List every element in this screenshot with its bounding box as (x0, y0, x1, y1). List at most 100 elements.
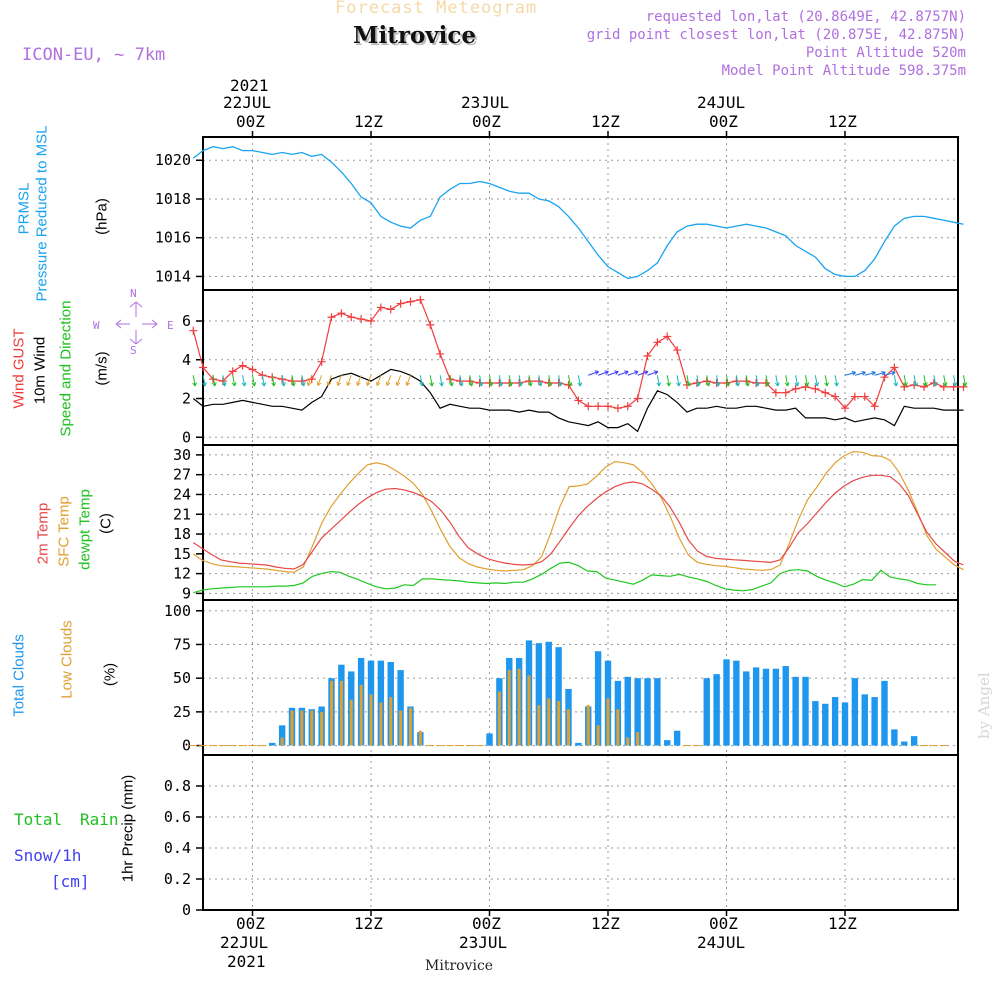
low-cloud-bar (399, 710, 403, 746)
wind-arrow (307, 375, 313, 386)
location-title: Mitrovice (353, 22, 477, 49)
wind-arrow (459, 375, 463, 387)
wind-line (192, 368, 964, 433)
gust-point (436, 349, 445, 358)
wind-arrow (568, 375, 571, 387)
wind-arrow-head (508, 382, 513, 387)
wind-arrow-head (366, 381, 371, 386)
ytick-label-p4-2: 25 (173, 703, 191, 721)
top-date-3: 24JUL (697, 93, 746, 112)
gust-point (870, 402, 879, 411)
low-cloud-bar (310, 710, 314, 746)
compass-icon (115, 301, 158, 345)
point-altitude: Point Altitude 520m (805, 45, 966, 61)
wind-arrow-head (271, 382, 276, 387)
requested-coords: requested lon,lat (20.8649E, 42.8757N) (645, 9, 966, 25)
ytick-label-p5-4: 0.6 (164, 808, 191, 826)
wind-arrow (913, 375, 917, 387)
wind-arrow (607, 371, 619, 376)
bottom-hour-4: 12Z (591, 914, 620, 933)
low-cloud-bar (389, 697, 393, 746)
wind-arrow-head (336, 381, 341, 386)
wind-arrow (785, 375, 789, 387)
model-altitude: Model Point Altitude 598.375m (721, 63, 966, 79)
wind-arrow-head (913, 382, 918, 387)
wind-arrow (558, 375, 562, 387)
wind-arrow-head (676, 382, 681, 387)
wind-arrow-head (385, 381, 391, 386)
gust-point (613, 404, 622, 413)
wind-arrow-head (577, 382, 583, 387)
low-cloud-bar (606, 698, 610, 746)
wind-arrow-head (804, 382, 810, 387)
total-cloud-bar (555, 647, 562, 746)
ytick-label-p5-3: 0.4 (164, 839, 191, 857)
wind-arrow (676, 375, 680, 387)
wind-arrow (577, 375, 581, 387)
total-cloud-bar (743, 671, 750, 746)
wind-arrow (844, 371, 856, 376)
ytick-label-p2-1: 0 (182, 428, 191, 446)
wind-arrow-head (557, 382, 563, 387)
wind-arrow (765, 375, 769, 387)
total-cloud-bar (812, 701, 819, 746)
wind-arrow (834, 375, 838, 387)
temp2m-line (192, 474, 964, 570)
total-cloud-bar (545, 641, 552, 746)
gust-point (367, 317, 375, 325)
wind-arrow (548, 375, 552, 387)
ytick-label-p1-2: 1016 (155, 229, 191, 247)
wind-arrow-head (281, 382, 286, 387)
total-cloud-bar (891, 729, 898, 746)
gust-point (416, 295, 425, 304)
ytick-label-p3-1: 9 (182, 584, 191, 602)
wind-arrow-head (192, 382, 197, 387)
panel-frame-5 (202, 754, 959, 911)
bottom-year: 2021 (227, 952, 266, 971)
low-cloud-bar (359, 684, 363, 746)
wind-arrow (261, 375, 265, 387)
total-precip-label: Total (14, 810, 63, 829)
wind-arrow (726, 375, 729, 387)
wind-arrow-head (458, 382, 464, 387)
wind-arrow-head (300, 382, 306, 387)
gust-point (811, 384, 820, 393)
ytick-label-p4-1: 0 (182, 737, 191, 755)
wind-arrow-head (306, 381, 312, 386)
footer-location: Mitrovice (425, 958, 494, 974)
wind-arrow-head (261, 382, 267, 387)
gust-point (327, 313, 336, 322)
wind-arrow-head (251, 382, 257, 387)
low-cloud-bar (537, 705, 541, 746)
wind-arrow-head (594, 370, 599, 375)
gust-point (673, 346, 682, 355)
wind-arrow-head (656, 382, 662, 387)
wind-arrow (923, 375, 927, 387)
compass-s: S (130, 344, 137, 357)
wind-arrow (775, 375, 779, 387)
wind-arrow-head (468, 382, 474, 387)
wind-arrow-head (528, 382, 533, 387)
total-cloud-bar (535, 643, 543, 746)
low-cloud-bar (339, 680, 343, 746)
wind-arrow (735, 375, 739, 387)
gust-point (406, 297, 415, 306)
gust-point (880, 373, 889, 382)
wind-arrow (824, 375, 828, 387)
top-hour-6: 12Z (828, 112, 857, 131)
wind-arrow-head (755, 382, 760, 387)
wind-arrow (429, 375, 433, 387)
model-label: ICON-EU, ~ 7km (22, 45, 166, 65)
wind-arrow-head (814, 382, 820, 387)
top-hour-3: 00Z (472, 112, 501, 131)
top-hour-1: 00Z (236, 112, 265, 131)
total-cloud-bar (269, 742, 276, 746)
total-cloud-bar (644, 678, 651, 746)
wind-arrow-head (861, 370, 866, 376)
ytick-label-p3-7: 27 (173, 466, 191, 484)
wind-arrow-head (834, 382, 839, 387)
wind-arrow-head (871, 370, 876, 376)
gust-point (396, 299, 405, 308)
wind-arrow (271, 375, 275, 387)
gust-point (337, 309, 346, 318)
